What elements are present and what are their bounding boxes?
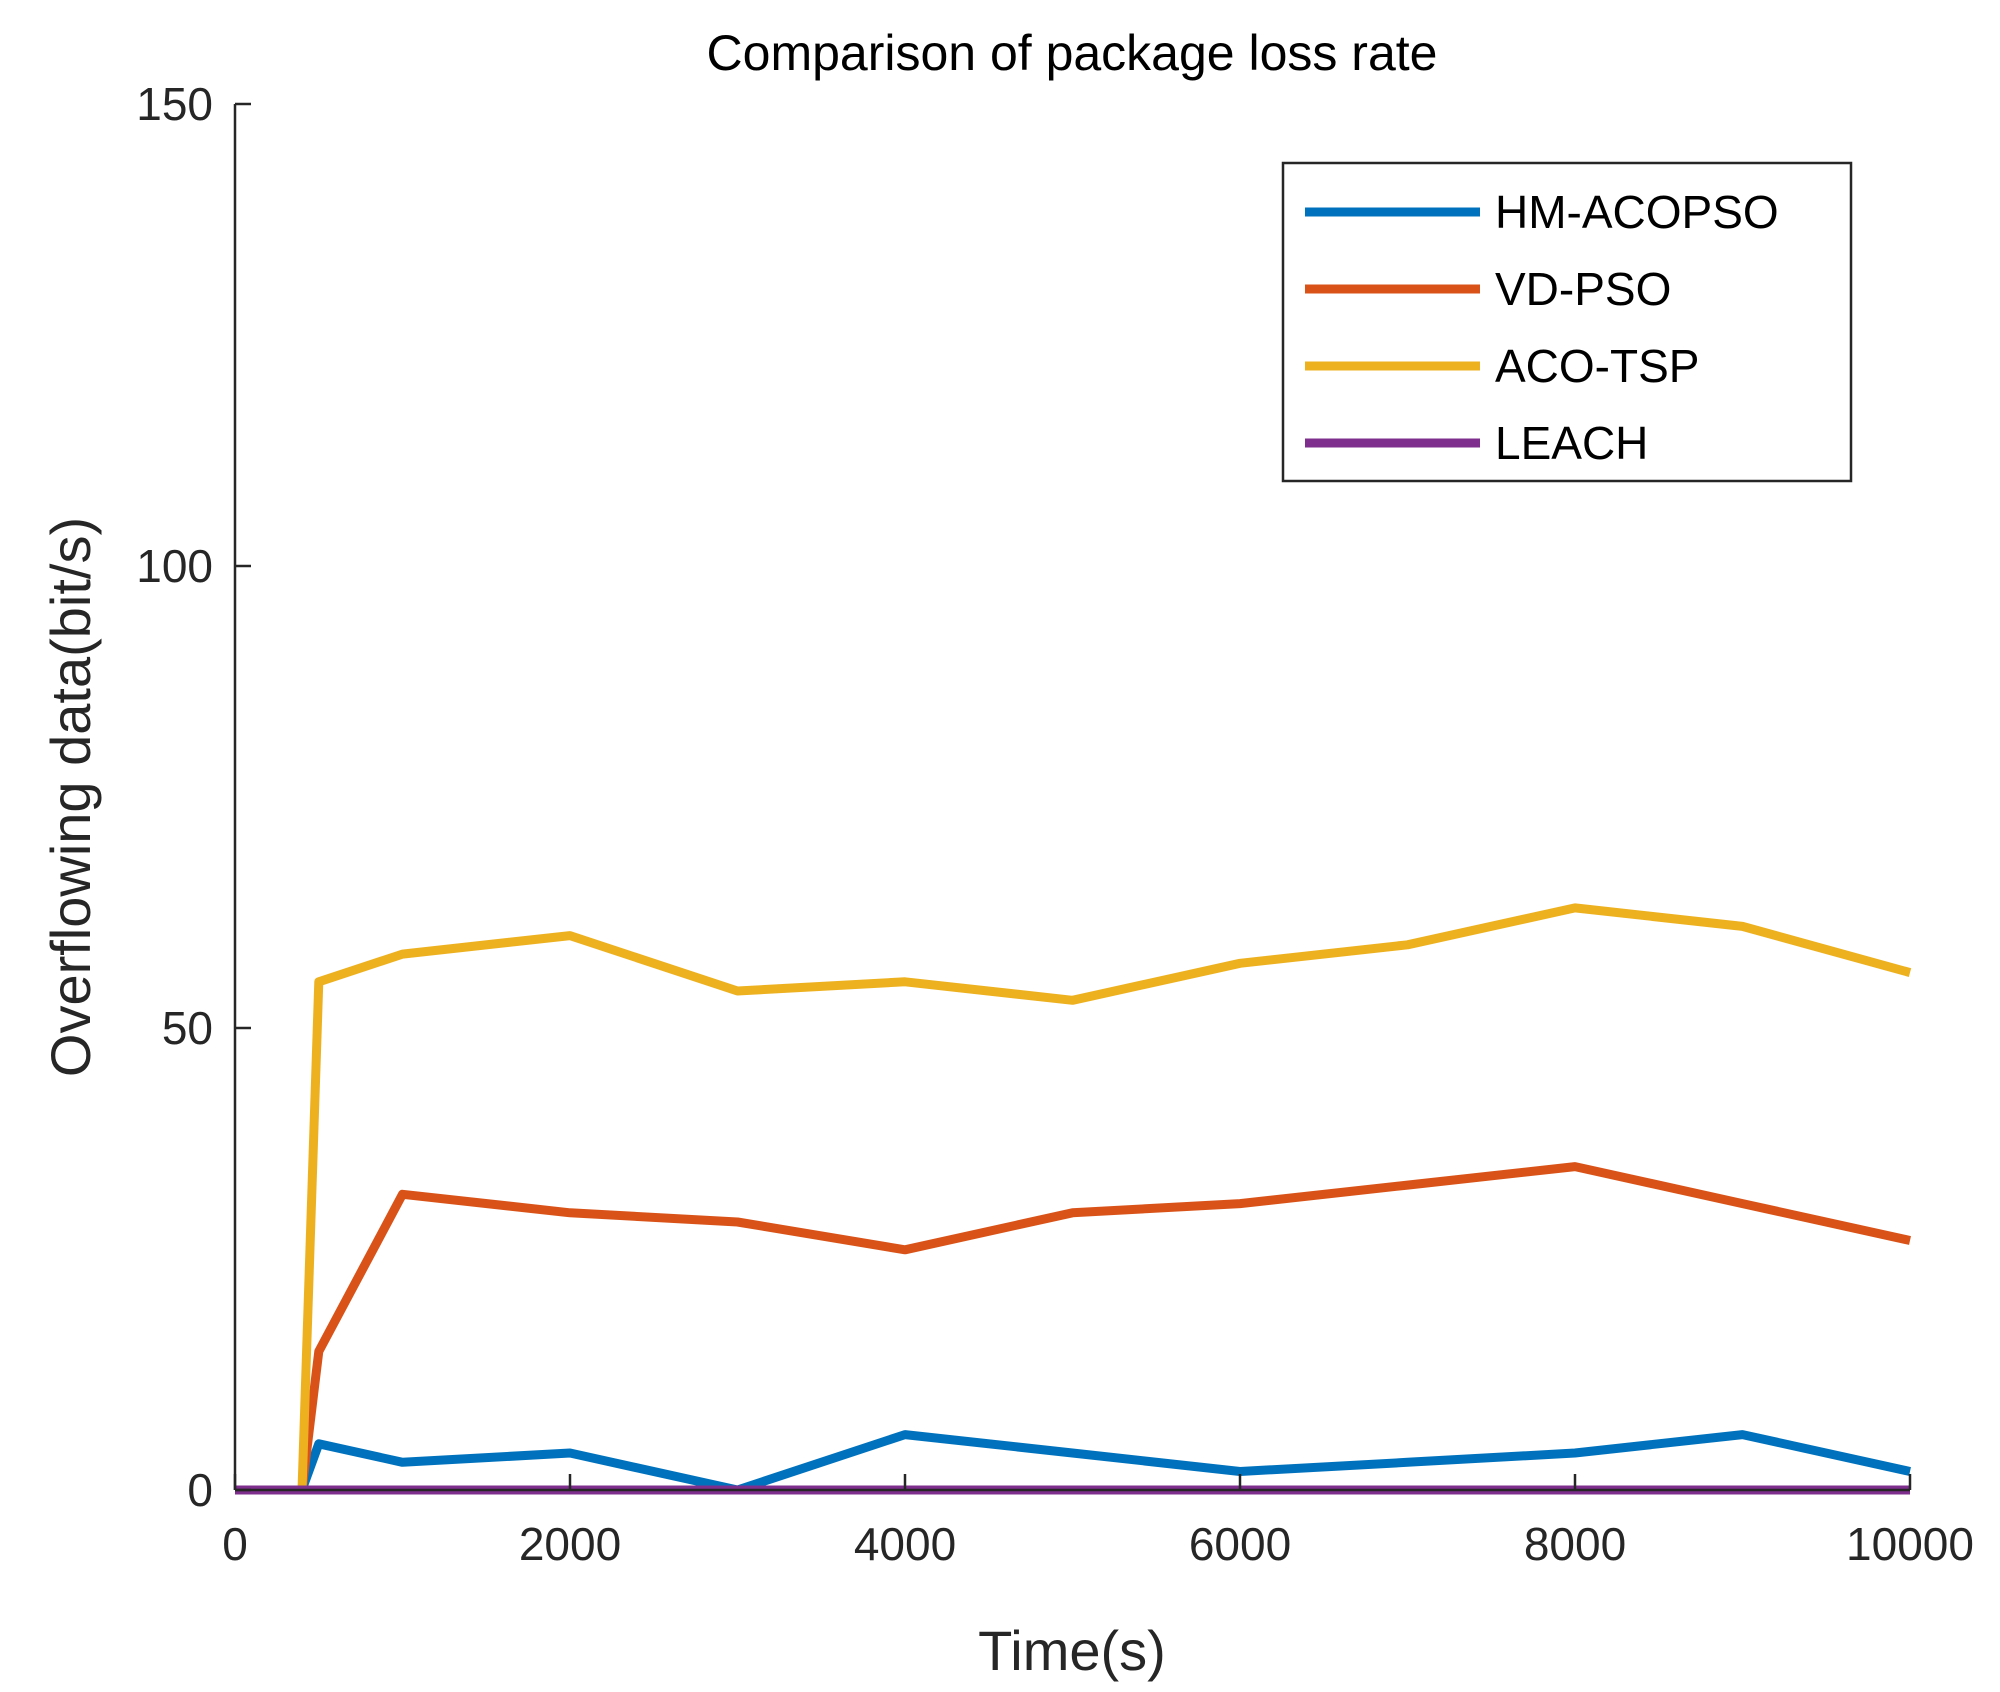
x-tick-label: 0 bbox=[222, 1518, 248, 1570]
ticks-layer: 0 2000 4000 6000 8000 10000 0 50 100 150 bbox=[136, 78, 1974, 1570]
legend-label: LEACH bbox=[1495, 417, 1648, 469]
chart-title: Comparison of package loss rate bbox=[707, 25, 1438, 81]
axes-layer bbox=[233, 104, 1910, 1492]
legend-label: HM-ACOPSO bbox=[1495, 186, 1779, 238]
y-axis-label: Overflowing data(bit/s) bbox=[39, 517, 102, 1077]
y-tick-label: 0 bbox=[187, 1464, 213, 1516]
series-line-hm-acopso bbox=[235, 1430, 1911, 1495]
legend-label: VD-PSO bbox=[1495, 263, 1671, 315]
series-line-aco-tsp bbox=[235, 903, 1912, 1495]
x-tick-label: 6000 bbox=[1189, 1518, 1291, 1570]
x-tick-label: 4000 bbox=[854, 1518, 956, 1570]
x-tick-label: 10000 bbox=[1846, 1518, 1974, 1570]
y-tick-label: 100 bbox=[136, 540, 213, 592]
legend: HM-ACOPSO VD-PSO ACO-TSP LEACH bbox=[1281, 161, 1853, 483]
y-tick-label: 50 bbox=[162, 1002, 213, 1054]
x-tick-label: 2000 bbox=[519, 1518, 621, 1570]
x-tick-label: 8000 bbox=[1524, 1518, 1626, 1570]
y-tick-label: 150 bbox=[136, 78, 213, 130]
legend-label: ACO-TSP bbox=[1495, 340, 1699, 392]
x-axis-label: Time(s) bbox=[978, 1619, 1166, 1682]
series-line-vd-pso bbox=[235, 1162, 1911, 1495]
